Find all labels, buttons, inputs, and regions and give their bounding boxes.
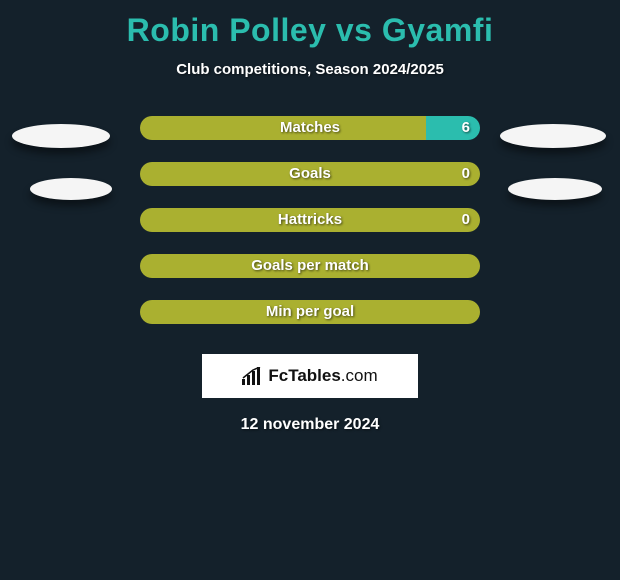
logo: FcTables.com xyxy=(242,366,377,386)
bar-track xyxy=(140,300,480,324)
page-subtitle: Club competitions, Season 2024/2025 xyxy=(0,61,620,78)
barchart-icon xyxy=(242,367,264,385)
bar-track xyxy=(140,116,480,140)
player-shadow xyxy=(508,178,602,200)
bar-right xyxy=(426,116,480,140)
player-shadow xyxy=(500,124,606,148)
stat-value-right: 6 xyxy=(462,116,470,140)
logo-brand-bold: FcTables xyxy=(268,366,340,385)
player-shadow xyxy=(12,124,110,148)
logo-box: FcTables.com xyxy=(202,354,418,398)
logo-brand-light: .com xyxy=(341,366,378,385)
bar-left xyxy=(140,116,426,140)
stat-value-right: 0 xyxy=(462,162,470,186)
stat-row: Min per goal xyxy=(0,300,620,346)
bar-left xyxy=(140,208,480,232)
stat-value-right: 0 xyxy=(462,208,470,232)
stat-row: Goals per match xyxy=(0,254,620,300)
date-text: 12 november 2024 xyxy=(0,416,620,434)
bar-left xyxy=(140,162,480,186)
comparison-chart: Matches6Goals0Hattricks0Goals per matchM… xyxy=(0,116,620,346)
player-shadow xyxy=(30,178,112,200)
stat-row: Hattricks0 xyxy=(0,208,620,254)
page-title: Robin Polley vs Gyamfi xyxy=(0,0,620,49)
bar-track xyxy=(140,254,480,278)
bar-left xyxy=(140,300,480,324)
bar-track xyxy=(140,162,480,186)
bar-left xyxy=(140,254,480,278)
bar-track xyxy=(140,208,480,232)
